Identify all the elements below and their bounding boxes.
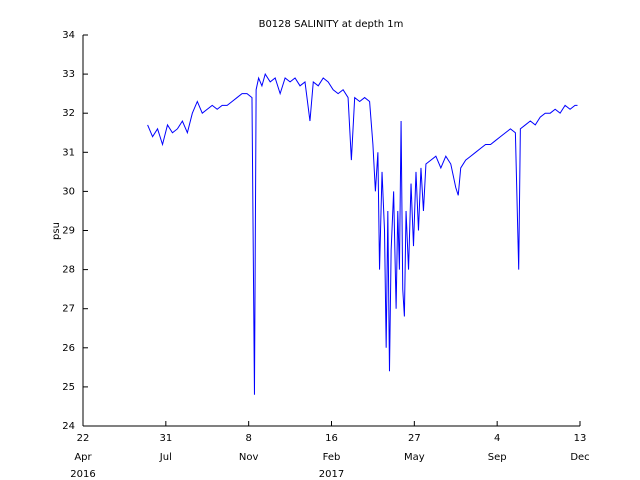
x-tick-month: Nov (239, 452, 259, 463)
y-tick-label: 26 (62, 343, 75, 354)
y-tick-label: 34 (62, 30, 75, 41)
data-line (147, 72, 578, 395)
y-tick-label: 25 (62, 382, 75, 393)
x-tick-label: 4 (494, 433, 500, 444)
y-tick-label: 24 (62, 421, 75, 432)
x-tick-month: Sep (488, 452, 507, 463)
y-tick-label: 33 (62, 69, 75, 80)
y-tick-label: 28 (62, 265, 75, 276)
x-tick-month: Jul (159, 452, 172, 463)
y-axis-label: psu (51, 222, 62, 240)
x-tick-month: Dec (570, 452, 589, 463)
x-tick-label: 22 (77, 433, 90, 444)
x-tick-year: 2016 (70, 469, 95, 480)
x-tick-label: 31 (159, 433, 172, 444)
x-tick-month: Apr (74, 452, 92, 463)
x-tick-label: 13 (574, 433, 587, 444)
y-tick-label: 27 (62, 304, 75, 315)
y-tick-label: 29 (62, 226, 75, 237)
x-tick-label: 16 (325, 433, 338, 444)
x-tick-month: May (404, 452, 425, 463)
chart-title: B0128 SALINITY at depth 1m (259, 19, 404, 30)
y-tick-label: 30 (62, 186, 75, 197)
x-tick-month: Feb (323, 452, 341, 463)
y-tick-label: 31 (62, 147, 75, 158)
x-tick-label: 8 (245, 433, 251, 444)
y-tick-label: 32 (62, 108, 75, 119)
x-tick-label: 27 (408, 433, 421, 444)
x-tick-year: 2017 (319, 469, 344, 480)
